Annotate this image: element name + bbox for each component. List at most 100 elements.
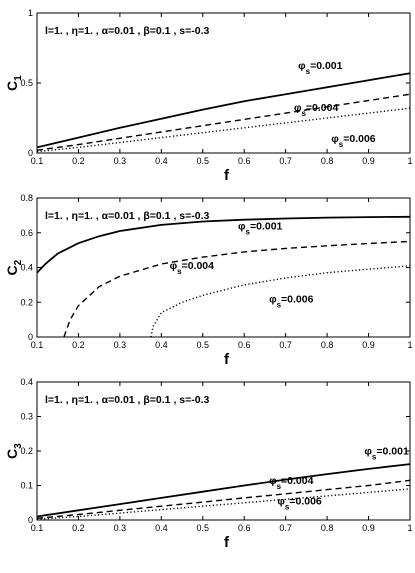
annotation-symbol: φ — [170, 260, 178, 272]
x-tick-label: 0.6 — [238, 523, 251, 533]
annotation-symbol: φ — [269, 475, 277, 487]
annotation-symbol: φ — [277, 495, 285, 507]
x-tick-label: 0.4 — [155, 340, 168, 350]
x-tick-label: 0.3 — [114, 340, 127, 350]
x-tick-label: 0.4 — [155, 523, 168, 533]
y-axis-label-sub: 3 — [13, 443, 24, 449]
x-tick-label: 0.2 — [72, 156, 85, 166]
x-axis-label: f — [224, 167, 230, 184]
annotation-subscript: s — [177, 267, 182, 276]
annotation-subscript: s — [301, 109, 306, 118]
annotation-symbol: φ — [294, 102, 302, 114]
annotation-symbol: φ — [364, 445, 372, 457]
annotation-symbol: φ — [238, 220, 246, 232]
x-tick-label: 0.5 — [197, 156, 210, 166]
x-tick-label: 0.9 — [362, 340, 375, 350]
x-tick-label: 0.9 — [362, 523, 375, 533]
y-tick-label: 0.8 — [20, 193, 33, 203]
x-tick-label: 0.3 — [114, 523, 127, 533]
y-tick-label: 0.4 — [20, 377, 33, 387]
x-tick-label: 0.8 — [321, 523, 334, 533]
y-tick-label: 0 — [28, 515, 33, 525]
series-annotation: φs=0.001 — [238, 220, 283, 236]
series-line-dashed — [36, 479, 411, 519]
y-axis-label-sub: 2 — [13, 259, 24, 265]
series-annotation: φs=0.006 — [331, 133, 376, 149]
y-tick-label: 1 — [28, 8, 33, 18]
x-tick-label: 0.6 — [238, 340, 251, 350]
annotation-value: =0.001 — [376, 445, 409, 457]
y-tick-label: 0.6 — [20, 228, 33, 238]
y-axis-label-sub: 1 — [13, 75, 24, 81]
chart-panel-c3: 0.1 0.2 0.3 0.4 0.5 0.6 0.7 0.8 0.9 100.10.20.30.… — [4, 377, 413, 551]
parameter-text: l=1. , η=1. , α=0.01 , β=0.1 , s=-0.3 — [45, 25, 209, 37]
series-line-solid — [36, 72, 411, 149]
annotation-symbol: φ — [331, 133, 339, 145]
series-line-dotted — [36, 488, 411, 520]
annotation-value: =0.001 — [250, 220, 283, 232]
y-axis-label: C2 — [4, 259, 24, 275]
y-tick-label: 0.2 — [20, 297, 33, 307]
annotation-subscript: s — [246, 227, 251, 236]
annotation-value: =0.004 — [281, 475, 314, 487]
series-annotation: φs=0.004 — [170, 260, 215, 276]
series-line-dashed — [36, 93, 411, 151]
annotation-subscript: s — [285, 502, 290, 511]
series-annotation: φs=0.001 — [364, 445, 409, 461]
x-tick-label: 0.1 — [31, 340, 44, 350]
annotation-symbol: φ — [298, 60, 306, 72]
chart-panel-c1: 0.1 0.2 0.3 0.4 0.5 0.6 0.7 0.8 0.9 100.51l=1. , … — [4, 8, 413, 184]
annotation-value: =0.001 — [310, 60, 343, 72]
y-axis-label: C3 — [4, 443, 24, 459]
annotation-subscript: s — [372, 452, 377, 461]
annotation-value: =0.006 — [289, 495, 322, 507]
x-tick-label: 0.7 — [279, 340, 292, 350]
annotation-subscript: s — [277, 300, 282, 309]
x-tick-label: 1 — [407, 523, 412, 533]
annotation-symbol: φ — [269, 293, 277, 305]
series-line-solid — [36, 215, 411, 274]
series-line-dashed — [63, 240, 411, 338]
y-axis-label-main: C — [4, 81, 20, 91]
x-tick-label: 0.2 — [72, 523, 85, 533]
x-tick-label: 0.1 — [31, 156, 44, 166]
x-tick-label: 0.3 — [114, 156, 127, 166]
annotation-value: =0.006 — [343, 133, 376, 145]
y-tick-label: 0.5 — [20, 78, 33, 88]
x-axis-label: f — [224, 351, 230, 368]
x-axis-label: f — [224, 534, 230, 551]
annotation-value: =0.004 — [182, 260, 215, 272]
y-tick-label: 0.1 — [20, 481, 33, 491]
annotation-subscript: s — [306, 67, 311, 76]
series-line-solid — [36, 463, 411, 518]
series-line-dotted — [36, 107, 411, 153]
y-axis-label-main: C — [4, 449, 20, 459]
x-tick-label: 0.7 — [279, 156, 292, 166]
x-tick-label: 0.5 — [197, 340, 210, 350]
series-line-dotted — [150, 265, 411, 338]
series-annotation: φs=0.001 — [298, 60, 343, 76]
parameter-text: l=1. , η=1. , α=0.01 , β=0.1 , s=-0.3 — [45, 210, 209, 222]
annotation-subscript: s — [277, 482, 282, 491]
plot-frame — [36, 381, 411, 521]
y-tick-label: 0.2 — [20, 446, 33, 456]
y-axis-label-main: C — [4, 265, 20, 275]
x-tick-label: 0.5 — [197, 523, 210, 533]
y-tick-label: 0 — [28, 148, 33, 158]
annotation-subscript: s — [339, 140, 344, 149]
x-tick-label: 0.8 — [321, 340, 334, 350]
y-tick-label: 0.4 — [20, 263, 33, 273]
x-tick-label: 0.2 — [72, 340, 85, 350]
series-annotation: φs=0.006 — [269, 293, 314, 309]
x-tick-label: 0.8 — [321, 156, 334, 166]
x-tick-label: 0.6 — [238, 156, 251, 166]
y-axis-label: C1 — [4, 75, 24, 91]
x-tick-label: 1 — [407, 340, 412, 350]
x-tick-label: 0.9 — [362, 156, 375, 166]
parameter-text: l=1. , η=1. , α=0.01 , β=0.1 , s=-0.3 — [45, 394, 209, 406]
x-tick-label: 0.1 — [31, 523, 44, 533]
annotation-value: =0.006 — [281, 293, 314, 305]
x-tick-label: 0.7 — [279, 523, 292, 533]
